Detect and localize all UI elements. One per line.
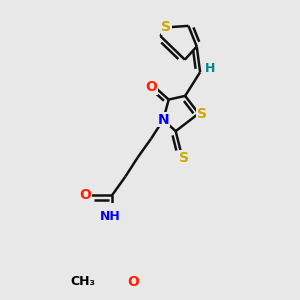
Text: NH: NH [100, 210, 120, 223]
Text: S: S [161, 20, 171, 34]
Text: S: S [179, 151, 190, 165]
Text: N: N [158, 113, 169, 127]
Text: S: S [197, 106, 207, 121]
Text: O: O [127, 275, 139, 289]
Text: O: O [145, 80, 157, 94]
Text: O: O [79, 188, 91, 203]
Text: H: H [204, 62, 215, 75]
Text: CH₃: CH₃ [70, 275, 95, 289]
